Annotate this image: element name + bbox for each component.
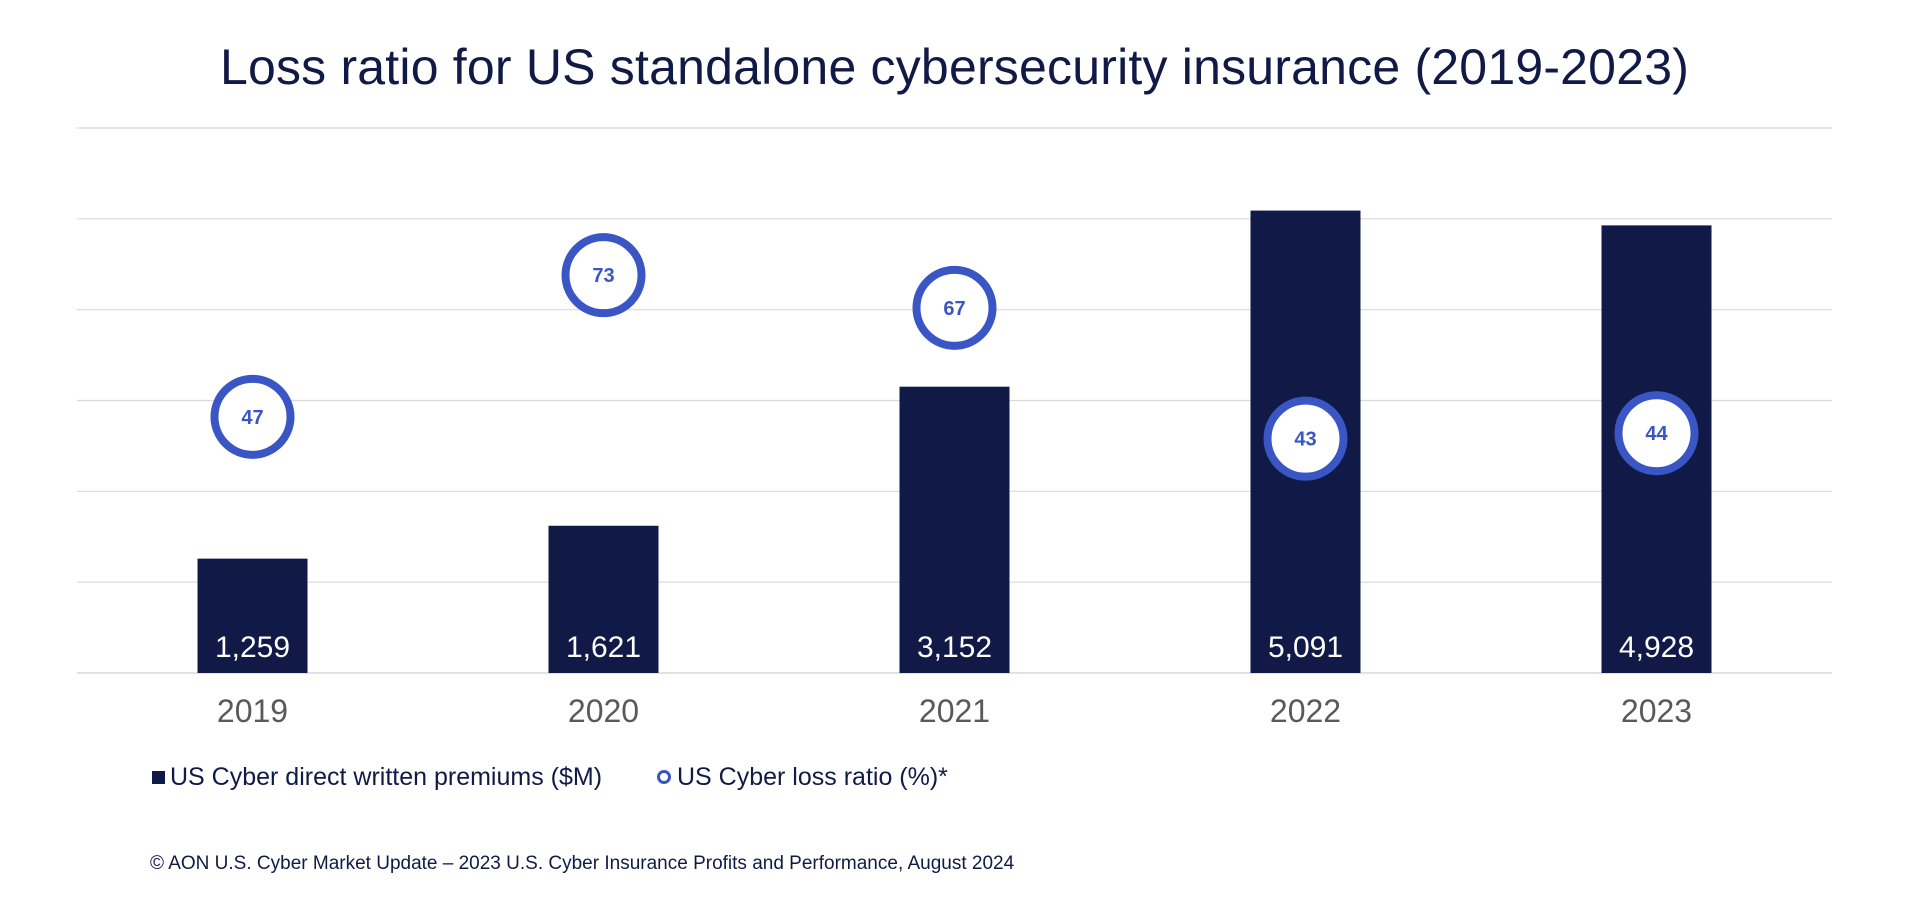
loss-ratio-marker xyxy=(210,374,295,459)
x-axis-ticks: 2019 2020 2021 2022 2023 xyxy=(217,693,1692,729)
x-tick-label: 2023 xyxy=(1621,693,1692,729)
bar-data-label: 1,621 xyxy=(566,631,641,664)
loss-ratio-label: 44 xyxy=(1645,423,1668,445)
legend-label-loss-ratio: US Cyber loss ratio (%)* xyxy=(677,762,948,791)
x-tick-label: 2021 xyxy=(919,693,990,729)
chart-title: Loss ratio for US standalone cybersecuri… xyxy=(219,39,1690,95)
bar xyxy=(899,386,1010,673)
loss-ratio-label: 73 xyxy=(592,265,614,287)
loss-ratio-series: 47 73 67 43 44 xyxy=(210,233,1699,481)
legend-square-icon xyxy=(152,770,165,784)
loss-ratio-marker xyxy=(1614,391,1699,476)
bar-data-label: 1,259 xyxy=(215,631,290,664)
legend-item-loss-ratio: US Cyber loss ratio (%)* xyxy=(657,762,948,792)
bar-data-label: 4,928 xyxy=(1619,631,1694,664)
loss-ratio-marker xyxy=(912,265,997,350)
bar xyxy=(548,525,659,673)
source-footnote: © AON U.S. Cyber Market Update – 2023 U.… xyxy=(150,853,1015,874)
x-tick-label: 2019 xyxy=(217,693,288,729)
loss-ratio-label: 47 xyxy=(241,407,263,429)
bar-data-label: 5,091 xyxy=(1268,631,1343,664)
bar-data-label: 3,152 xyxy=(917,631,992,664)
loss-ratio-label: 67 xyxy=(943,298,965,320)
loss-ratio-marker xyxy=(1263,396,1348,481)
x-tick-label: 2022 xyxy=(1270,693,1341,729)
legend-ring-icon xyxy=(657,770,671,784)
legend-label-premiums: US Cyber direct written premiums ($M) xyxy=(170,762,603,791)
loss-ratio-marker xyxy=(561,233,646,318)
loss-ratio-label: 43 xyxy=(1294,429,1316,451)
bar xyxy=(197,558,308,673)
x-tick-label: 2020 xyxy=(568,693,639,729)
legend-item-premiums: US Cyber direct written premiums ($M) xyxy=(152,762,602,792)
